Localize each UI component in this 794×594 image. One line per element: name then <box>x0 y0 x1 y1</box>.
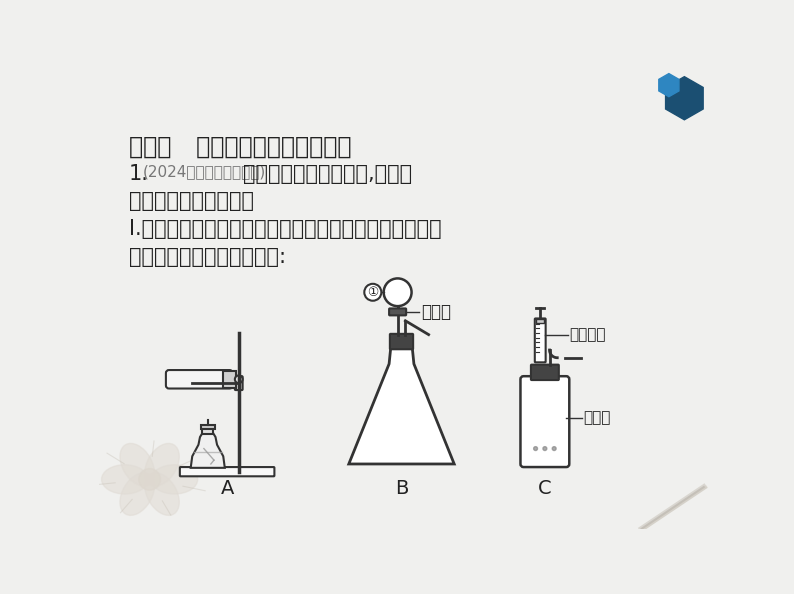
Polygon shape <box>665 77 703 120</box>
Text: ①: ① <box>367 286 379 299</box>
FancyBboxPatch shape <box>166 370 233 388</box>
Bar <box>223 371 236 388</box>
FancyBboxPatch shape <box>180 467 275 476</box>
FancyBboxPatch shape <box>531 365 559 380</box>
FancyBboxPatch shape <box>235 376 243 390</box>
Bar <box>202 428 213 434</box>
Text: 类型一   氧气的实验室制取与性质: 类型一 氧气的实验室制取与性质 <box>129 134 351 159</box>
Text: Ⅰ.氧气的制备。下面是实验室制取气体的几种发生装置和: Ⅰ.氧气的制备。下面是实验室制取气体的几种发生装置和 <box>129 219 441 239</box>
Text: 图有关实验回答问题。: 图有关实验回答问题。 <box>129 191 254 211</box>
Polygon shape <box>349 349 454 464</box>
Text: 收集装置。请回答下列问题:: 收集装置。请回答下列问题: <box>129 247 286 267</box>
FancyBboxPatch shape <box>390 334 413 349</box>
Circle shape <box>235 375 243 383</box>
Ellipse shape <box>145 473 179 516</box>
FancyBboxPatch shape <box>535 318 545 362</box>
Text: 小药瓶: 小药瓶 <box>584 410 611 425</box>
Text: (2024山东泰安宁阳期末): (2024山东泰安宁阳期末) <box>143 164 266 179</box>
Polygon shape <box>659 74 679 97</box>
Ellipse shape <box>145 443 179 486</box>
Text: A: A <box>221 479 233 498</box>
Ellipse shape <box>151 465 198 494</box>
Circle shape <box>364 284 381 301</box>
Ellipse shape <box>102 465 148 494</box>
Text: 小注射器: 小注射器 <box>569 327 606 342</box>
Text: 人类的生存离不开氧气,根据如: 人类的生存离不开氧气,根据如 <box>243 164 412 184</box>
Circle shape <box>543 447 547 450</box>
Polygon shape <box>191 433 225 468</box>
Text: 止水夹: 止水夹 <box>421 304 451 321</box>
Text: B: B <box>395 479 408 498</box>
Text: C: C <box>538 479 552 498</box>
Circle shape <box>553 447 556 450</box>
Circle shape <box>534 447 538 450</box>
Text: 1.: 1. <box>129 164 148 184</box>
Circle shape <box>384 279 411 306</box>
Ellipse shape <box>120 443 155 486</box>
Bar <box>201 425 214 428</box>
FancyBboxPatch shape <box>389 308 407 315</box>
Bar <box>537 319 544 323</box>
Ellipse shape <box>120 473 155 516</box>
FancyBboxPatch shape <box>520 376 569 467</box>
Circle shape <box>139 469 160 490</box>
